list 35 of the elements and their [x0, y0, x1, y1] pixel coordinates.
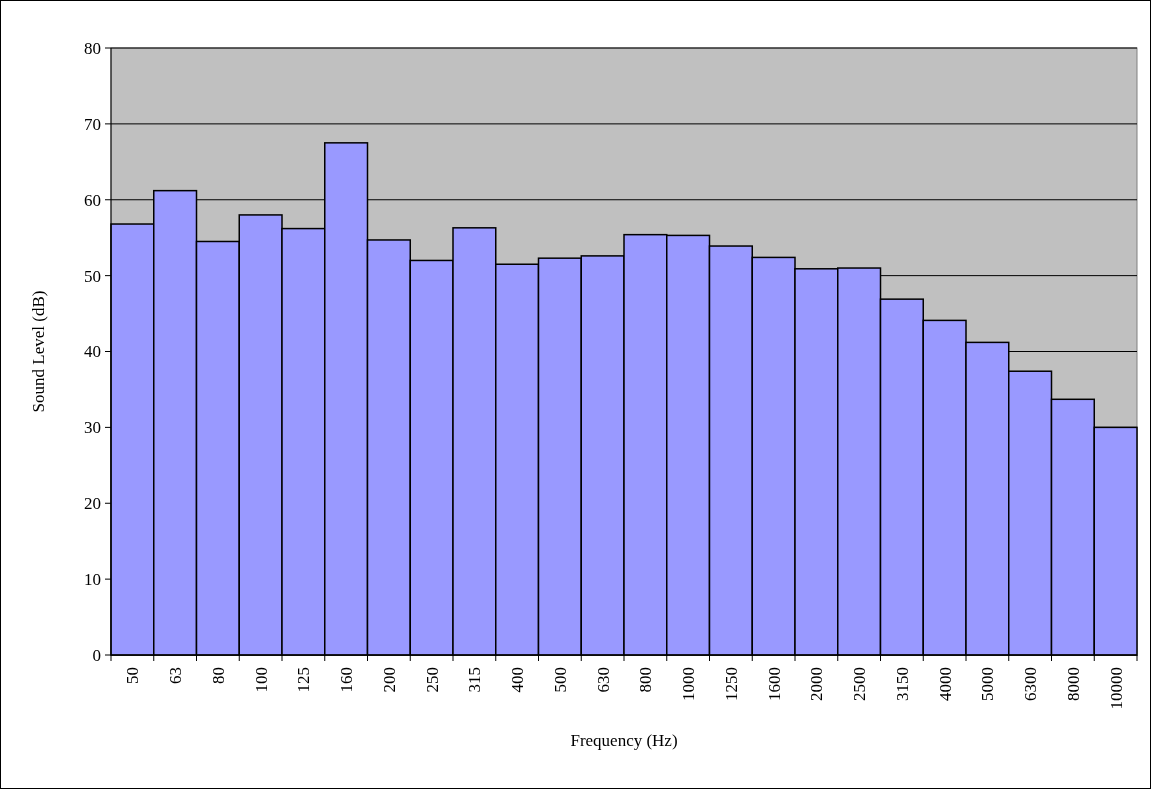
x-tick-label: 8000: [1063, 667, 1083, 701]
y-tick-label: 70: [84, 114, 101, 134]
x-tick-label: 5000: [978, 667, 998, 701]
x-tick-label: 80: [208, 667, 228, 684]
x-tick-label: 2000: [807, 667, 827, 701]
x-tick-label: 100: [251, 667, 271, 693]
y-tick-label: 30: [84, 418, 101, 438]
x-tick-label: 50: [123, 667, 143, 684]
y-tick-label: 0: [92, 645, 101, 665]
x-tick-label: 250: [422, 667, 442, 693]
x-tick-label: 63: [166, 667, 186, 684]
y-tick-label: 80: [84, 38, 101, 58]
x-tick-label: 800: [636, 667, 656, 693]
y-tick-label: 20: [84, 494, 101, 514]
x-tick-label: 4000: [935, 667, 955, 701]
x-tick-label: 200: [379, 667, 399, 693]
x-tick-label: 315: [465, 667, 485, 693]
y-tick-label: 60: [84, 190, 101, 210]
x-tick-label: 2500: [850, 667, 870, 701]
x-tick-label: 500: [550, 667, 570, 693]
y-tick-label: 50: [84, 266, 101, 286]
x-tick-label: 630: [593, 667, 613, 693]
x-tick-label: 400: [508, 667, 528, 693]
y-axis-title: Sound Level (dB): [29, 290, 48, 413]
x-tick-label: 1250: [721, 667, 741, 701]
x-tick-label: 125: [294, 667, 314, 693]
y-tick-label: 40: [84, 342, 101, 362]
x-tick-label: 10000: [1106, 667, 1126, 710]
x-tick-label: 1000: [679, 667, 699, 701]
x-tick-label: 3150: [892, 667, 912, 701]
x-tick-label: 160: [337, 667, 357, 693]
x-tick-label: 1600: [764, 667, 784, 701]
x-axis-title: Frequency (Hz): [570, 731, 678, 750]
x-tick-label: 6300: [1021, 667, 1041, 701]
y-tick-label: 10: [84, 570, 101, 590]
